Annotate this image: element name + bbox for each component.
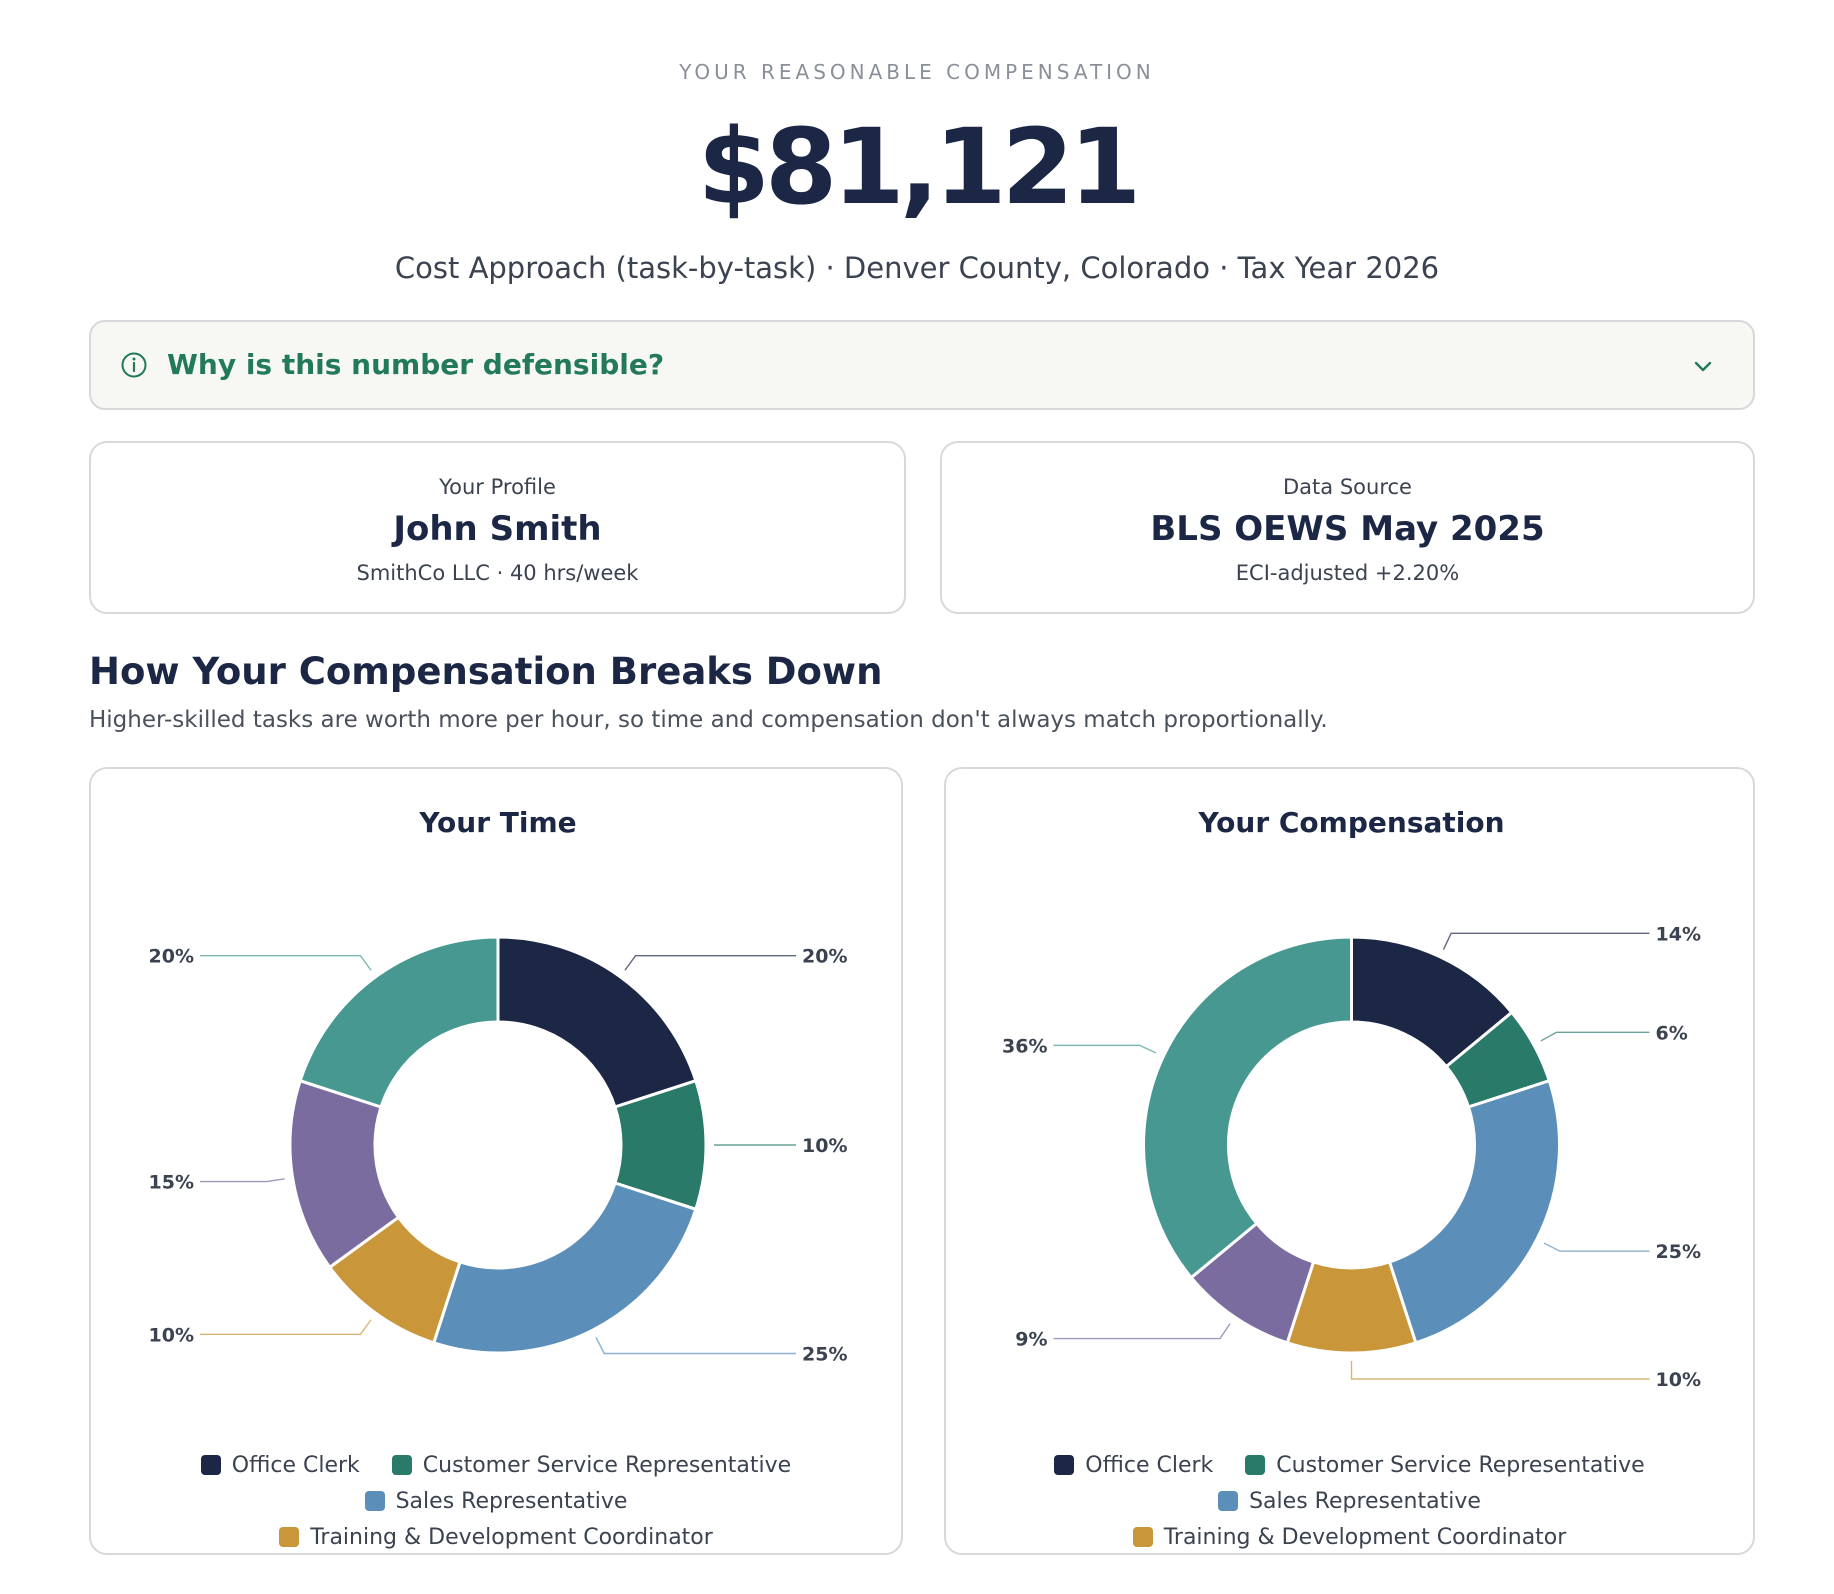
time-donut-chart: Your Time 20% 10% 25% 10% 15% 20% [149, 806, 848, 1365]
slice-percent-label: 15% [149, 1172, 194, 1194]
leader-line [200, 1178, 285, 1183]
breakdown-title: How Your Compensation Breaks Down [89, 650, 883, 693]
leader-line [1442, 932, 1650, 950]
eyebrow-label: YOUR REASONABLE COMPENSATION [679, 60, 1155, 84]
legend-swatch [1218, 1491, 1239, 1511]
slice-percent-label: 25% [802, 1343, 847, 1365]
chevron-down-icon[interactable] [1691, 354, 1715, 378]
slice-percent-label: 20% [149, 946, 194, 968]
data-source-label: Data Source [1283, 475, 1412, 499]
legend-swatch [1132, 1527, 1153, 1547]
data-source-card: Data Source BLS OEWS May 2025 ECI-adjust… [940, 441, 1755, 614]
legend-item-training-and-development-coordinator[interactable]: Training & Development Coordinator [1132, 1523, 1567, 1551]
legend-label: Office Clerk [231, 1452, 360, 1478]
slice-percent-label: 10% [1656, 1369, 1701, 1391]
slice-percent-label: 10% [802, 1135, 847, 1157]
info-circle-icon [121, 352, 147, 378]
accordion-label: Why is this number defensible? [167, 348, 665, 381]
legend-swatch [391, 1455, 412, 1475]
slice-percent-label: 14% [1656, 923, 1701, 945]
legend-item-sales-representative[interactable]: Sales Representative [1218, 1487, 1481, 1515]
legend-label: Office Clerk [1085, 1452, 1214, 1478]
legend-item-sales-representative[interactable]: Sales Representative [364, 1487, 628, 1515]
data-source-adjustment: ECI-adjusted +2.20% [1235, 561, 1460, 585]
compensation-chart-legend: Office Clerk Customer Service Representat… [946, 1451, 1753, 1553]
data-source-name: BLS OEWS May 2025 [1150, 509, 1545, 549]
donut-slice-general-and-operations-manager[interactable] [1142, 935, 1353, 1280]
legend-swatch [279, 1527, 300, 1547]
profile-details: SmithCo LLC · 40 hrs/week [356, 561, 639, 585]
legend-swatch [1245, 1455, 1266, 1475]
legend-swatch [1054, 1455, 1075, 1475]
legend-label: Customer Service Representative [1276, 1452, 1645, 1478]
legend-item-customer-service-representative[interactable]: Customer Service Representative [391, 1451, 792, 1479]
leader-line [1540, 1031, 1650, 1042]
leader-line [1543, 1242, 1650, 1252]
compensation-amount: $81,121 [697, 106, 1142, 228]
compensation-donut-chart: Your Compensation 14% 6% 25% 10% 9% 36% [1002, 806, 1701, 1391]
legend-item-customer-service-representative[interactable]: Customer Service Representative [1245, 1451, 1645, 1479]
breakdown-description: Higher-skilled tasks are worth more per … [89, 707, 1328, 733]
leader-line [595, 1337, 796, 1355]
leader-line [1053, 1323, 1231, 1340]
slice-percent-label: 6% [1656, 1022, 1688, 1044]
legend-item-office-clerk[interactable]: Office Clerk [1054, 1451, 1213, 1479]
legend-swatch [200, 1455, 221, 1475]
slice-percent-label: 25% [1656, 1241, 1701, 1263]
slice-percent-label: 9% [1015, 1329, 1047, 1351]
donut-slice-sales-representative[interactable] [431, 1181, 698, 1355]
chart-title: Your Compensation [1197, 806, 1504, 839]
leader-line [1350, 1361, 1650, 1380]
donut-slice-sales-representative[interactable] [1387, 1078, 1561, 1345]
legend-item-office-clerk[interactable]: Office Clerk [200, 1451, 360, 1479]
legend-label: Customer Service Representative [422, 1452, 792, 1478]
slice-percent-label: 36% [1002, 1035, 1047, 1057]
profile-card-label: Your Profile [439, 475, 556, 499]
legend-swatch [364, 1491, 385, 1511]
method-subline: Cost Approach (task-by-task) · Denver Co… [394, 251, 1440, 285]
leader-line [200, 954, 372, 971]
defensible-accordion[interactable]: Why is this number defensible? [89, 320, 1755, 410]
donut-slice-general-and-operations-manager[interactable] [298, 935, 500, 1109]
leader-line [1053, 1044, 1157, 1054]
legend-item-training-and-development-coordinator[interactable]: Training & Development Coordinator [279, 1523, 713, 1551]
profile-card: Your Profile John Smith SmithCo LLC · 40… [89, 441, 906, 614]
compensation-chart-card: Your Compensation 14% 6% 25% 10% 9% 36% Office… [944, 767, 1755, 1555]
legend-label: Sales Representative [1249, 1488, 1481, 1514]
slice-percent-label: 20% [802, 946, 847, 968]
profile-name: John Smith [393, 509, 602, 549]
legend-label: Sales Representative [395, 1488, 628, 1514]
slice-percent-label: 10% [149, 1324, 194, 1346]
time-chart-card: Your Time 20% 10% 25% 10% 15% 20% Office Clerk… [89, 767, 903, 1555]
legend-label: Training & Development Coordinator [1163, 1524, 1567, 1550]
leader-line [200, 1319, 372, 1336]
time-chart-legend: Office Clerk Customer Service Representat… [91, 1451, 901, 1553]
legend-label: Training & Development Coordinator [310, 1524, 713, 1550]
leader-line [624, 954, 796, 971]
donut-slice-office-clerk[interactable] [496, 935, 698, 1109]
chart-title: Your Time [418, 806, 576, 839]
